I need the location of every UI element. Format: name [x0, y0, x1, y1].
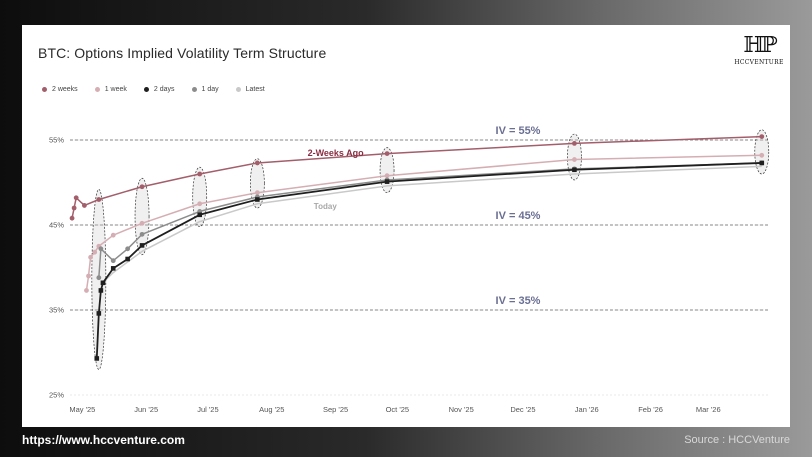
data-point	[88, 254, 93, 260]
data-point	[139, 184, 145, 190]
data-point	[139, 243, 145, 248]
series-2-weeks	[69, 134, 765, 221]
logo-wordmark: HCCVENTURE	[734, 59, 784, 66]
legend-item-latest: Latest	[235, 86, 265, 93]
iv-term-structure-chart: 55% 45% 35% 25% IV = 55% IV = 45% IV = 35% May …	[49, 125, 770, 414]
data-point	[110, 258, 116, 264]
highlight-ellipse	[134, 177, 150, 256]
data-point	[92, 249, 98, 255]
annotation-2-weeks-ago: 2-Weeks Ago	[308, 148, 365, 158]
data-point	[110, 232, 116, 238]
reference-line-label: IV = 45%	[496, 210, 541, 222]
legend-label-1-week: 1 week	[104, 86, 127, 93]
footer-source: Source : HCCVenture	[684, 434, 790, 446]
data-point	[255, 197, 260, 202]
x-tick-label: Nov '25	[449, 405, 474, 414]
highlight-ellipse	[250, 158, 265, 209]
series-2-days	[94, 160, 765, 361]
legend-dot-2-days	[143, 87, 149, 92]
chart-title: BTC: Options Implied Volatility Term Str…	[38, 45, 327, 61]
x-tick-label: Jun '25	[134, 405, 158, 414]
series-line	[85, 154, 762, 291]
y-tick-label: 25%	[49, 391, 64, 400]
data-point	[96, 197, 102, 202]
data-point	[86, 273, 91, 279]
data-point	[759, 160, 765, 166]
x-tick-label: Aug '25	[259, 405, 284, 414]
data-point	[139, 231, 145, 237]
data-point	[96, 311, 102, 316]
reference-line-label: IV = 55%	[496, 125, 541, 137]
y-tick-label: 35%	[49, 306, 64, 315]
chart-legend: 2 weeks 1 week 2 days 1 day Latest	[42, 86, 265, 93]
data-point	[73, 195, 79, 201]
y-tick-label: 55%	[49, 136, 64, 145]
legend-dot-1-day	[191, 87, 197, 92]
data-point	[572, 141, 577, 146]
data-point	[84, 288, 89, 293]
series-line	[100, 165, 762, 286]
legend-label-2-weeks: 2 weeks	[52, 86, 78, 93]
legend-label-2-days: 2 days	[153, 86, 175, 93]
x-tick-label: Jan '26	[575, 405, 599, 414]
series-line	[95, 162, 762, 359]
series-line	[71, 135, 762, 219]
data-point	[98, 288, 104, 293]
data-point	[110, 266, 116, 271]
reference-line-label: IV = 35%	[496, 295, 541, 307]
x-tick-label: Jul '25	[197, 405, 218, 414]
series-line	[98, 162, 762, 278]
series-1-week	[84, 152, 765, 293]
legend-item-2-days: 2 days	[143, 86, 175, 93]
data-point	[254, 160, 260, 166]
legend-dot-1-week	[94, 87, 100, 92]
data-point	[572, 167, 577, 173]
data-point	[197, 201, 203, 207]
series-latest	[100, 165, 762, 286]
data-point	[759, 134, 765, 139]
logo-mark: ℍℙ	[743, 33, 777, 58]
x-tick-label: May '25	[69, 405, 95, 414]
data-point	[96, 275, 102, 281]
legend-item-2-weeks: 2 weeks	[42, 86, 78, 93]
data-point	[197, 171, 203, 177]
data-point	[98, 246, 104, 252]
annotation-today: Today	[314, 202, 338, 211]
data-point	[384, 179, 390, 184]
data-point	[71, 205, 77, 211]
x-tick-label: Dec '25	[510, 405, 535, 414]
footer-url: https://www.hccventure.com	[22, 433, 185, 447]
x-tick-label: Mar '26	[696, 405, 721, 414]
data-point	[69, 215, 75, 221]
legend-dot-2-weeks	[42, 87, 47, 92]
chart-card: BTC: Options Implied Volatility Term Str…	[22, 25, 790, 427]
y-tick-label: 45%	[49, 221, 64, 230]
highlight-ellipse	[192, 166, 208, 228]
data-point	[384, 151, 390, 156]
legend-item-1-week: 1 week	[94, 86, 127, 93]
data-point	[384, 173, 390, 179]
data-point	[125, 256, 130, 262]
data-point	[139, 220, 145, 226]
legend-dot-latest	[235, 87, 241, 92]
data-point	[94, 356, 100, 361]
legend-label-1-day: 1 day	[201, 86, 219, 93]
data-point	[100, 280, 106, 286]
data-point	[125, 246, 131, 252]
legend-item-1-day: 1 day	[191, 86, 219, 93]
x-tick-label: Oct '25	[386, 405, 410, 414]
data-point	[254, 190, 260, 196]
data-point	[197, 212, 203, 218]
data-point	[572, 157, 577, 162]
x-tick-label: Sep '25	[323, 405, 348, 414]
data-point	[759, 152, 765, 158]
data-point	[82, 203, 87, 208]
hccventure-logo: ℍℙ HCCVENTURE	[734, 33, 784, 75]
legend-label-latest: Latest	[245, 86, 265, 93]
x-tick-label: Feb '26	[638, 405, 663, 414]
